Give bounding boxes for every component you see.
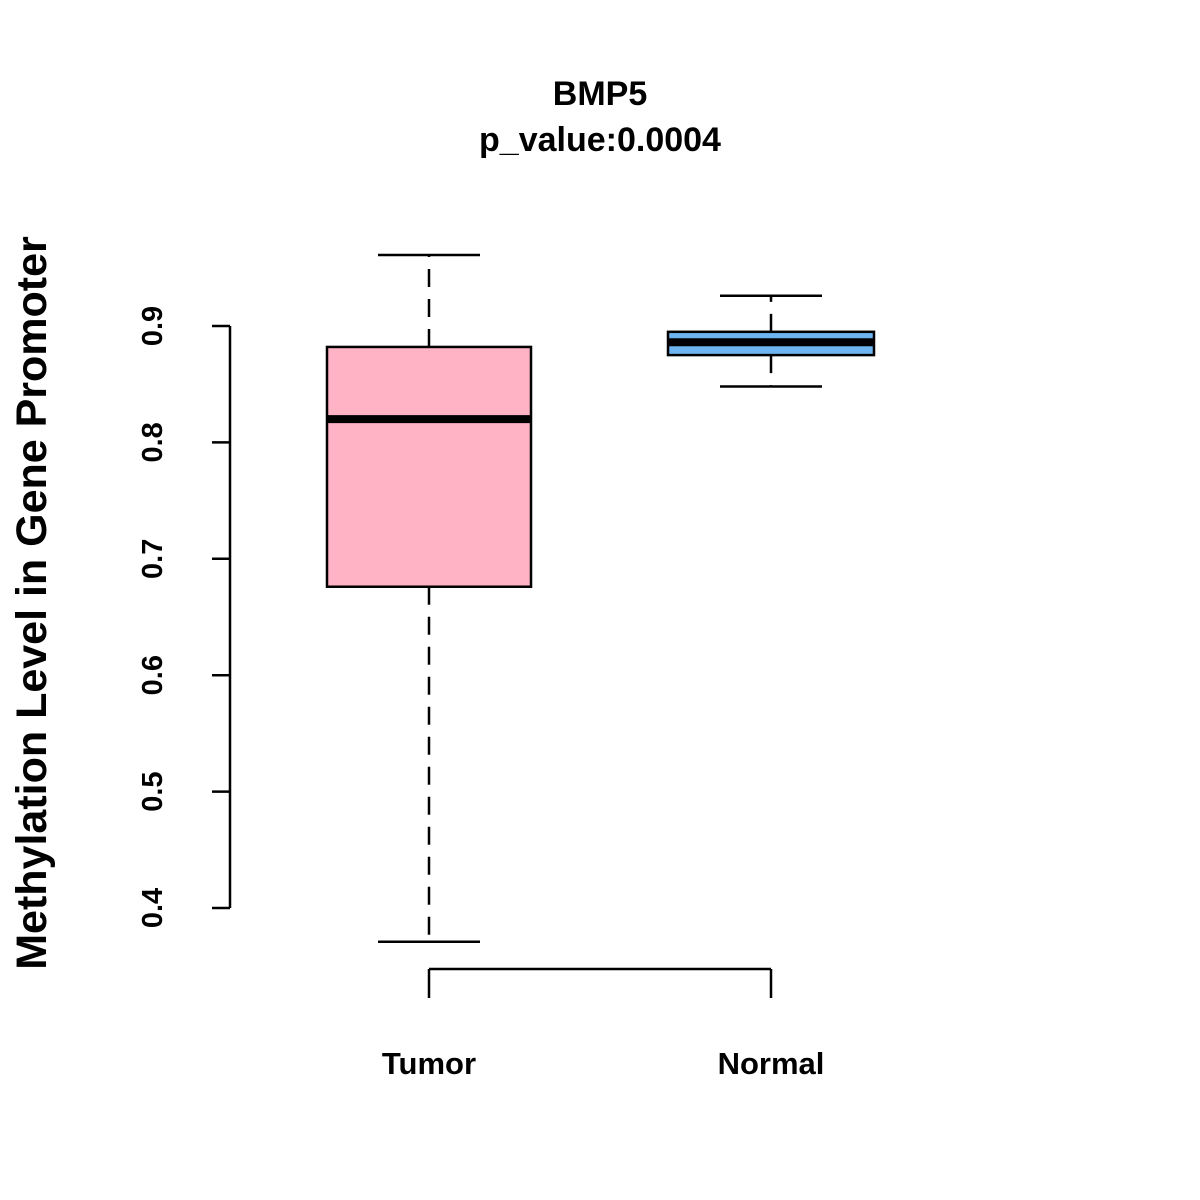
chart-subtitle: p_value:0.0004 <box>479 121 721 159</box>
y-tick-label: 0.8 <box>137 422 169 462</box>
x-axis: Tumor Normal <box>382 967 825 1081</box>
box-iqr <box>325 345 533 588</box>
box-normal <box>666 294 876 388</box>
y-axis-label: Methylation Level in Gene Promoter <box>8 236 56 970</box>
y-tick-label: 0.4 <box>137 888 169 928</box>
x-tick-label: Normal <box>718 1046 825 1081</box>
chart-title: BMP5 <box>553 75 647 113</box>
y-tick-label: 0.5 <box>137 771 169 811</box>
x-tick-label: Tumor <box>382 1046 476 1081</box>
y-axis: 0.4 0.5 0.6 0.7 0.8 0.9 <box>137 306 232 928</box>
y-tick-label: 0.7 <box>137 539 169 579</box>
boxes-layer <box>325 253 876 944</box>
y-tick-label: 0.6 <box>137 655 169 695</box>
y-tick-label: 0.9 <box>137 306 169 346</box>
box-tumor <box>325 253 533 944</box>
